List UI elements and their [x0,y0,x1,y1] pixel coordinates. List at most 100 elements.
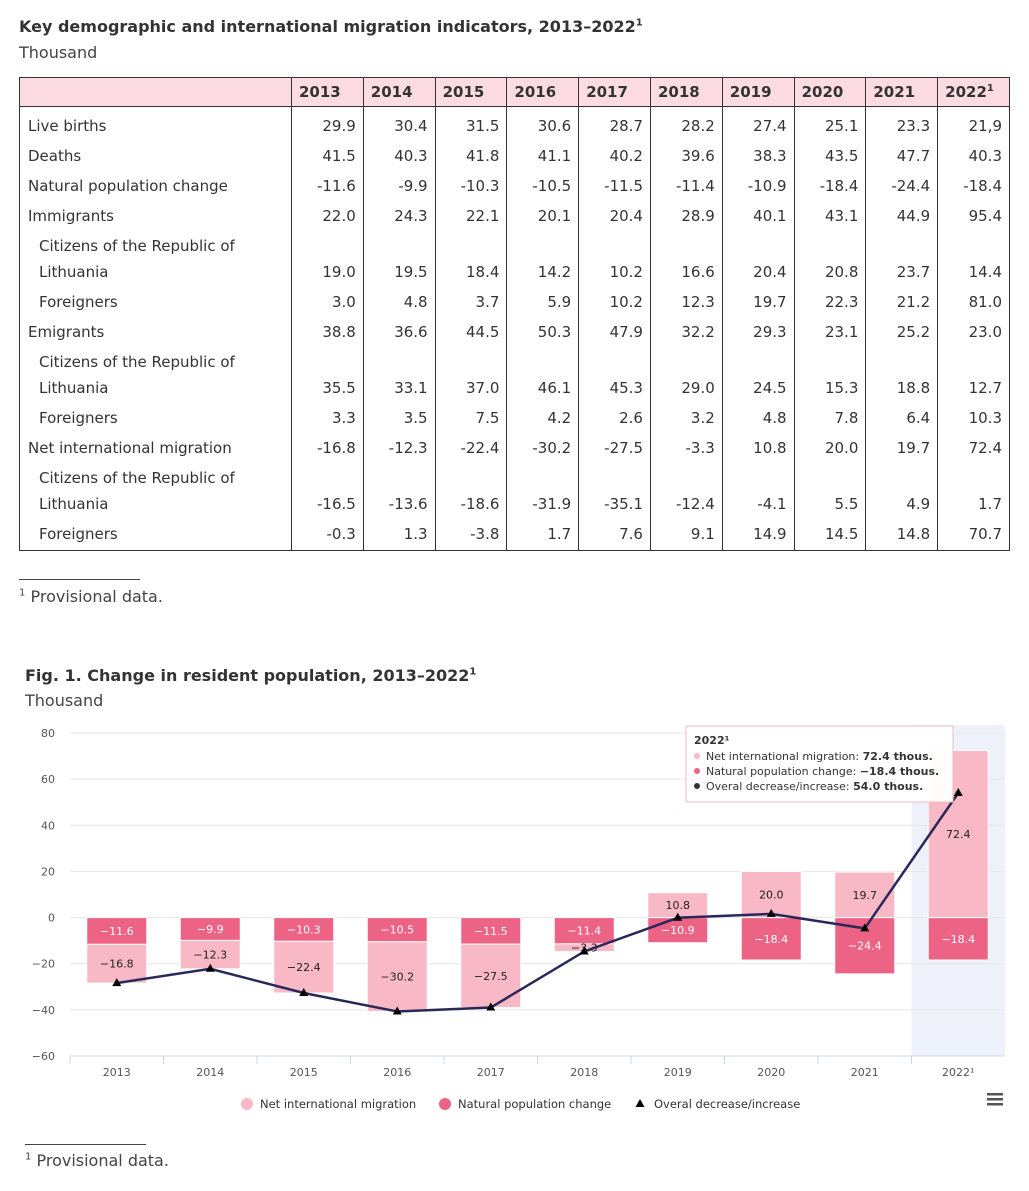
cell: 5.5 [793,463,867,519]
header-year: 2016 [514,83,557,101]
title-text: Fig. 1. Change in resident population, 2… [25,666,470,685]
cell: -12.3 [362,433,436,463]
header-cell: 2016 [506,77,580,107]
header-cell: 2020 [793,77,867,107]
cell: 23.3 [865,106,939,141]
data-label: −10.5 [380,924,414,937]
x-tick-label: 2018 [570,1066,598,1079]
footnote-text: Provisional data. [30,587,163,606]
header-year: 2022 [945,83,987,101]
bar [927,917,989,961]
title-text: Key demographic and international migrat… [19,17,636,36]
cell: -3.8 [434,519,508,551]
y-tick-label: 60 [41,773,55,786]
tooltip-value: 54.0 thous. [853,780,923,793]
cell: 33.1 [362,347,436,403]
menu-icon[interactable] [987,1103,1003,1106]
x-tick-label: 2013 [103,1066,131,1079]
cell: -11.6 [291,171,364,201]
table-row: Foreigners -0.3 1.3 -3.8 1.7 7.6 9.1 14.9 14.5 14… [19,519,1010,551]
tooltip-line: Natural population change: −18.4 thous. [706,765,939,778]
cell: 19.7 [865,433,939,463]
cell: 3.3 [291,403,364,433]
cell: 15.3 [793,347,867,403]
tooltip-line: Overal decrease/increase: 54.0 thous. [706,780,923,793]
cell: -31.9 [506,463,580,519]
row-label: Citizens of the Republic of Lithuania [19,231,292,287]
cell: -18.4 [793,171,867,201]
cell: 16.6 [649,231,723,287]
header-cell: 2017 [578,77,651,107]
line-marker [673,912,683,921]
cell: 30.6 [506,106,580,141]
cell: 35.5 [291,347,364,403]
row-label: Immigrants [19,201,292,231]
y-tick-label: −60 [32,1050,55,1063]
cell: 3.0 [291,287,364,317]
cell: 4.8 [362,287,436,317]
cell: 28.2 [649,106,723,141]
cell: 28.7 [578,106,651,141]
cell: 24.5 [721,347,795,403]
header-cell: 2021 [865,77,939,107]
cell: 20.4 [721,231,795,287]
cell: 10.2 [578,231,651,287]
menu-icon[interactable] [987,1093,1003,1096]
y-tick-label: −40 [32,1004,55,1017]
cell: 28.9 [649,201,723,231]
cell: 43.1 [793,201,867,231]
data-label: −18.4 [941,933,975,946]
cell: 24.3 [362,201,436,231]
tooltip-label: Natural population change: [706,765,860,778]
cell: 22.3 [793,287,867,317]
bar [86,917,148,945]
cell: 29.3 [721,317,795,347]
footnote-text: Provisional data. [36,1151,169,1170]
header-year: 2017 [586,83,628,101]
cell: 7.8 [793,403,867,433]
title-mark: 1 [469,666,477,678]
tooltip: 2022¹ Net international migration: 72.4 t… [685,725,954,803]
header-cell: 2015 [434,77,508,107]
header-year: 2020 [801,83,844,101]
row-label: Citizens of the Republic of Lithuania [19,463,292,519]
x-tick-label: 2014 [196,1066,224,1079]
bar [834,871,896,919]
bar [740,917,802,961]
cell: -35.1 [578,463,651,519]
cell: 9.1 [649,519,723,551]
tooltip-value: 72.4 thous. [863,750,933,763]
cell: -27.5 [578,433,651,463]
header-mark: 1 [986,83,994,94]
cell: 20.0 [793,433,867,463]
legend-label: Overal decrease/increase [654,1097,800,1111]
header-cell: 2014 [362,77,436,107]
cell: 22.0 [291,201,364,231]
menu-icon[interactable] [987,1098,1003,1101]
cell: 22.1 [434,201,508,231]
cell: 10.2 [578,287,651,317]
line-marker [112,978,122,987]
cell: 14.2 [506,231,580,287]
chart-footnote: 1 Provisional data. [25,1151,169,1170]
cell: -16.5 [291,463,364,519]
bar [553,917,615,945]
data-label: −12.3 [193,949,227,962]
legend-symbol [241,1098,253,1110]
cell: 18.8 [865,347,939,403]
table-title: Key demographic and international migrat… [19,17,643,36]
cell: 6.4 [865,403,939,433]
row-label: Foreigners [19,519,292,551]
cell: 14.9 [721,519,795,551]
chart-subtitle: Thousand [25,691,104,710]
table-row: Net international migration -16.8 -12.3 -22… [19,433,1010,463]
cell: 1.7 [506,519,580,551]
cell: -4.1 [721,463,795,519]
header-cell: 20221 [937,77,1010,107]
data-label: −24.4 [848,940,882,953]
cell: 29.0 [649,347,723,403]
data-label: −11.5 [474,925,508,938]
tooltip-box [685,725,954,803]
tooltip-dot [694,768,700,774]
x-tick-label: 2022¹ [942,1066,974,1079]
